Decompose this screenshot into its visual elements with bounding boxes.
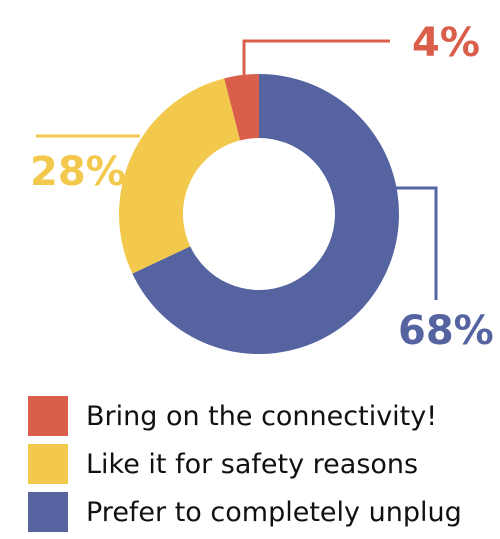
legend-label: Prefer to completely unplug (86, 496, 462, 528)
legend-swatch (28, 444, 68, 484)
legend-label: Like it for safety reasons (86, 448, 419, 480)
slice-safety-reasons (118, 78, 241, 274)
slice-bring-on-connectivity (224, 74, 259, 141)
legend-label: Bring on the connectivity! (86, 400, 438, 432)
value-label-4-percent: 4% (412, 20, 480, 66)
donut-chart: 4% 28% 68% (30, 20, 494, 355)
value-label-28-percent: 28% (30, 149, 126, 195)
leader-line-4-percent (242, 39, 390, 78)
legend-item-safety-reasons: Like it for safety reasons (28, 440, 462, 488)
value-labels: 4% 28% 68% (30, 20, 494, 354)
legend: Bring on the connectivity! Like it for s… (28, 392, 462, 536)
legend-swatch (28, 492, 68, 532)
value-label-68-percent: 68% (398, 308, 494, 354)
legend-item-bring-on-connectivity: Bring on the connectivity! (28, 392, 462, 440)
leader-lines (36, 39, 438, 300)
legend-swatch (28, 396, 68, 436)
slice-completely-unplug (132, 74, 400, 355)
legend-item-completely-unplug: Prefer to completely unplug (28, 488, 462, 536)
leader-line-68-percent (392, 186, 438, 300)
donut-slices (118, 74, 400, 355)
